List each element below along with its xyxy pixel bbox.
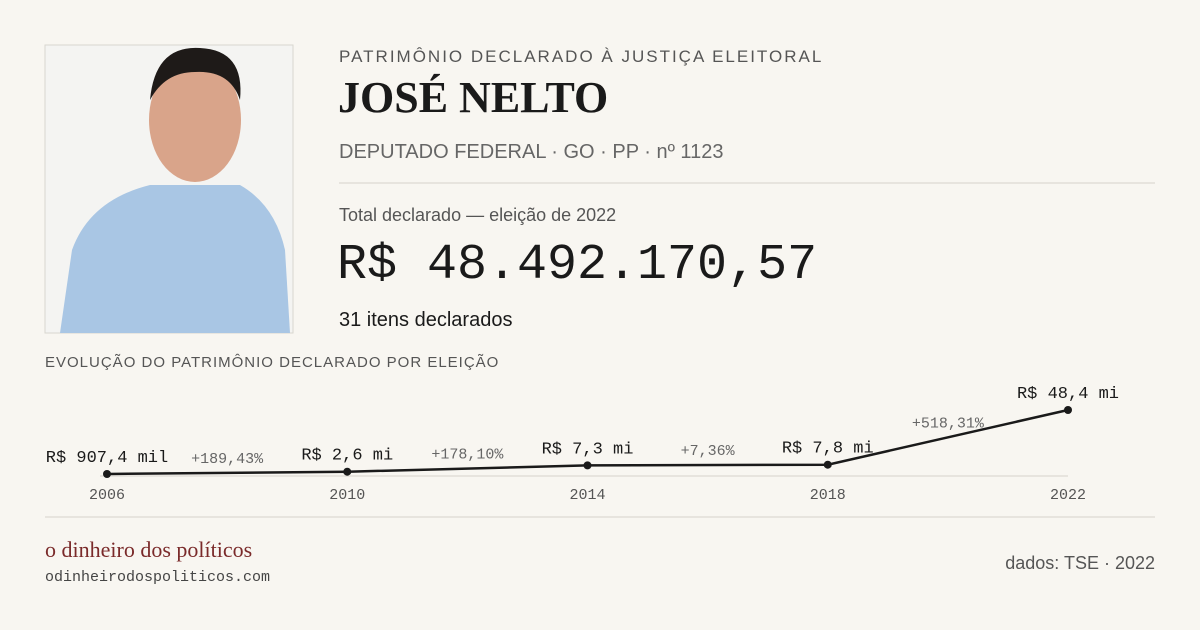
x-tick-label: 2010: [329, 487, 365, 504]
value-label: R$ 7,3 mi: [542, 440, 634, 459]
change-label: +189,43%: [191, 451, 264, 468]
chart: R$ 907,4 mil 2006 R$ 2,6 mi 2010 R$ 7,3 mi 20…: [46, 385, 1119, 504]
x-tick-label: 2022: [1050, 487, 1086, 504]
point: [103, 470, 111, 478]
url: odinheirodospoliticos.com: [45, 569, 270, 586]
chart-title: EVOLUÇÃO DO PATRIMÔNIO DECLARADO POR ELE…: [45, 354, 499, 371]
photo: [44, 44, 294, 334]
source: dados: TSE · 2022: [1005, 553, 1155, 573]
value-label: R$ 907,4 mil: [46, 449, 168, 468]
value-label: R$ 7,8 mi: [782, 440, 874, 459]
point: [583, 461, 592, 470]
name: JOSÉ NELTO: [338, 73, 608, 122]
total-caption: Total declarado — eleição de 2022: [339, 205, 616, 225]
point: [823, 460, 832, 469]
role: DEPUTADO FEDERAL · GO · PP · nº 1123: [339, 141, 723, 163]
brand: o dinheiro dos políticos: [45, 537, 252, 562]
value-label: R$ 2,6 mi: [301, 447, 393, 466]
kicker: PATRIMÔNIO DECLARADO À JUSTIÇA ELEITORAL: [339, 47, 823, 66]
x-tick-label: 2014: [569, 487, 605, 504]
point: [1064, 406, 1072, 414]
items-count: 31 itens declarados: [339, 309, 512, 331]
change-label: +178,10%: [431, 447, 504, 464]
x-tick-label: 2006: [89, 487, 125, 504]
point: [343, 467, 352, 476]
total-value: R$ 48.492.170,57: [337, 237, 817, 294]
change-label: +7,36%: [681, 443, 736, 460]
change-label: +518,31%: [912, 415, 985, 432]
x-tick-label: 2018: [810, 487, 846, 504]
value-label: R$ 48,4 mi: [1017, 385, 1119, 404]
